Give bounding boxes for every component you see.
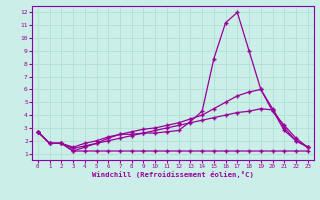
X-axis label: Windchill (Refroidissement éolien,°C): Windchill (Refroidissement éolien,°C) <box>92 171 254 178</box>
